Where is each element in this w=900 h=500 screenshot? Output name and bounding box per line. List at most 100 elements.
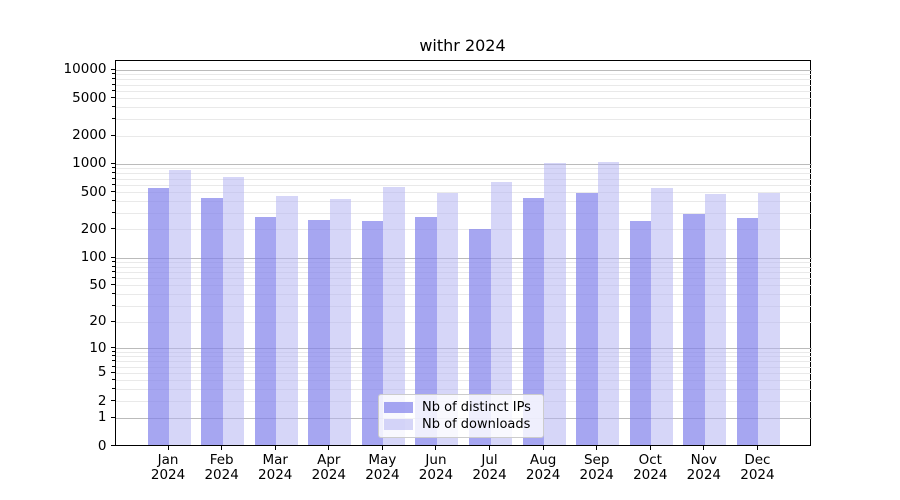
y-minor-tick-mark (112, 183, 115, 185)
y-minor-tick-mark (112, 360, 115, 362)
minor-gridline (115, 178, 812, 180)
legend-label-downloads: Nb of downloads (422, 417, 531, 432)
minor-gridline (115, 213, 812, 214)
x-tick-mark (703, 445, 705, 450)
minor-gridline (115, 201, 812, 203)
minor-gridline (115, 261, 812, 263)
legend-entry-distinct-ips: Nb of distinct IPs (384, 400, 536, 415)
minor-gridline (115, 266, 812, 268)
y-tick-mark (110, 320, 115, 322)
bar-distinct-ips-Jul (469, 228, 491, 446)
x-tick-label-Jul: Jul 2024 (472, 451, 507, 483)
x-tick-mark (221, 445, 223, 450)
x-tick-label-Oct: Oct 2024 (633, 451, 668, 483)
y-tick-label: 50 (89, 276, 107, 293)
bar-downloads-Mar (276, 195, 298, 446)
minor-gridline (115, 321, 812, 323)
minor-gridline (115, 74, 812, 76)
y-minor-tick-mark (112, 304, 115, 306)
chart-title: withr 2024 (419, 36, 506, 55)
x-tick-mark (596, 445, 598, 450)
y-tick-mark (110, 191, 115, 193)
y-tick-mark (110, 162, 115, 164)
y-tick-label: 5000 (72, 89, 107, 106)
y-minor-tick-mark (112, 177, 115, 179)
y-minor-tick-mark (112, 172, 115, 174)
y-tick-label: 2 (97, 392, 107, 409)
legend-label-distinct-ips: Nb of distinct IPs (422, 400, 531, 415)
y-minor-tick-mark (112, 73, 115, 75)
legend: Nb of distinct IPs Nb of downloads (378, 394, 544, 438)
minor-gridline (115, 352, 812, 353)
bar-distinct-ips-Apr (308, 220, 330, 446)
y-tick-label: 10000 (63, 61, 107, 78)
x-tick-label-Apr: Apr 2024 (311, 451, 346, 483)
y-minor-tick-mark (112, 167, 115, 169)
major-gridline (115, 163, 812, 165)
bar-distinct-ips-Mar (254, 217, 277, 446)
bar-distinct-ips-Aug (522, 198, 545, 446)
x-tick-label-Jan: Jan 2024 (150, 451, 186, 483)
y-minor-tick-mark (112, 293, 115, 295)
bar-downloads-Jan (169, 170, 191, 446)
x-tick-mark (381, 445, 383, 450)
minor-gridline (115, 294, 812, 296)
y-tick-mark (110, 371, 115, 373)
y-minor-tick-mark (112, 118, 115, 120)
y-minor-tick-mark (112, 379, 115, 381)
y-minor-tick-mark (112, 106, 115, 108)
bar-distinct-ips-Sep (576, 192, 598, 446)
y-minor-tick-mark (112, 270, 115, 272)
y-tick-label: 10 (89, 339, 107, 356)
bar-downloads-Oct (651, 188, 673, 446)
bar-distinct-ips-Feb (201, 198, 223, 446)
y-tick-mark (110, 134, 115, 136)
major-gridline (115, 348, 812, 350)
bar-downloads-Jun (436, 192, 459, 446)
minor-gridline (115, 366, 812, 368)
y-minor-tick-mark (112, 355, 115, 357)
bar-downloads-Nov (704, 194, 727, 446)
x-tick-label-Sep: Sep 2024 (579, 451, 614, 483)
y-tick-mark (110, 256, 115, 258)
y-tick-mark (110, 97, 115, 99)
y-minor-tick-mark (112, 200, 115, 202)
minor-gridline (115, 184, 812, 186)
x-tick-mark (489, 445, 491, 450)
minor-gridline (115, 389, 812, 391)
y-tick-label: 20 (89, 313, 107, 330)
minor-gridline (115, 372, 812, 374)
y-tick-label: 2000 (72, 127, 107, 144)
bar-downloads-Sep (597, 161, 620, 446)
plot-area (114, 59, 812, 446)
bar-downloads-Jul (490, 182, 513, 446)
y-tick-mark (110, 400, 115, 402)
y-tick-label: 200 (80, 220, 107, 237)
minor-gridline (115, 79, 812, 81)
x-tick-mark (274, 445, 276, 450)
legend-swatch-downloads (384, 419, 413, 430)
y-minor-tick-mark (112, 277, 115, 279)
bar-distinct-ips-Oct (629, 220, 652, 446)
minor-gridline (115, 135, 812, 137)
y-minor-tick-mark (112, 78, 115, 80)
minor-gridline (115, 90, 812, 92)
x-tick-mark (328, 445, 330, 450)
y-minor-tick-mark (112, 83, 115, 85)
y-minor-tick-mark (112, 388, 115, 390)
y-tick-mark (110, 347, 115, 349)
y-minor-tick-mark (112, 365, 115, 367)
x-tick-label-Dec: Dec 2024 (740, 451, 775, 483)
y-minor-tick-mark (112, 260, 115, 262)
minor-gridline (115, 356, 812, 358)
minor-gridline (115, 271, 812, 273)
bar-downloads-Feb (222, 176, 245, 446)
minor-gridline (115, 192, 812, 194)
minor-gridline (115, 168, 812, 170)
y-tick-label: 1 (97, 409, 107, 426)
minor-gridline (115, 173, 812, 175)
minor-gridline (115, 305, 812, 307)
minor-gridline (115, 84, 812, 86)
legend-swatch-distinct-ips (384, 402, 413, 413)
